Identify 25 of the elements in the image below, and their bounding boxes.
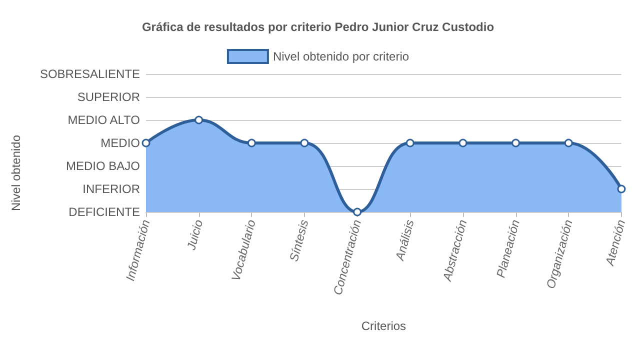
point (247, 138, 256, 148)
point (194, 116, 204, 124)
point (142, 138, 150, 148)
x-tick-label: Análisis (392, 218, 417, 263)
point (406, 138, 414, 148)
ref-line-label: MEDIO BAJO (66, 159, 140, 173)
point (458, 138, 468, 148)
x-tick-label: Síntesis (286, 218, 312, 264)
legend-label: Nivel obtenido por criterio (272, 50, 410, 64)
point (300, 138, 309, 148)
chart-title: Gráfica de resultados por criterio Pedro Junior Cruz Custodio (142, 20, 494, 34)
ref-line-label: DEFICIENTE (68, 205, 140, 219)
ref-line-label: MEDIO (100, 136, 140, 150)
text: Nivel obtenido (9, 134, 23, 212)
x-tick-label: Juicio (184, 218, 206, 252)
x-tick-label: Atención (602, 218, 628, 268)
ref-line-label: INFERIOR (82, 182, 140, 196)
ref-line-label: MEDIO ALTO (68, 113, 140, 127)
point (617, 184, 626, 194)
point (564, 138, 573, 148)
point (512, 138, 520, 148)
ref-line-label: SUPERIOR (77, 90, 140, 104)
ref-line-label: SOBRESALIENTE (40, 67, 140, 81)
point (353, 208, 362, 216)
x-axis-title: Criterios (361, 319, 406, 333)
